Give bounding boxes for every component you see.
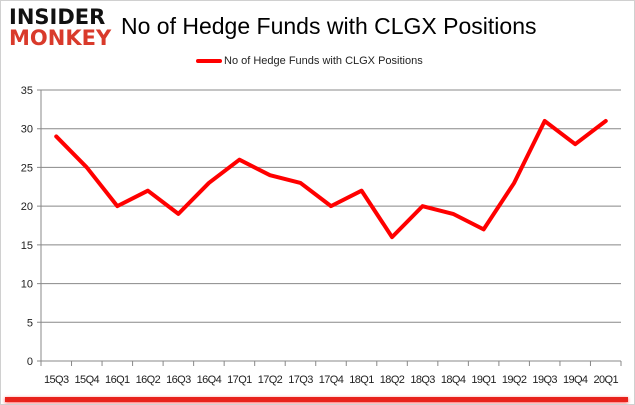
y-tick-label: 15 xyxy=(21,240,33,252)
x-tick-label: 17Q1 xyxy=(227,374,252,386)
x-tick-label: 16Q2 xyxy=(136,374,161,386)
x-tick-label: 19Q1 xyxy=(471,374,496,386)
y-tick-label: 0 xyxy=(27,356,33,368)
x-tick-label: 19Q3 xyxy=(532,374,557,386)
bottom-accent-bar xyxy=(5,397,628,402)
x-tick-label: 16Q3 xyxy=(166,374,191,386)
x-tick-label: 17Q4 xyxy=(319,374,344,386)
x-tick-label: 15Q4 xyxy=(75,374,100,386)
x-tick-label: 18Q2 xyxy=(380,374,405,386)
x-tick-label: 20Q1 xyxy=(593,374,618,386)
y-tick-label: 5 xyxy=(27,317,33,329)
insider-monkey-logo: INSIDER MONKEY xyxy=(9,7,111,49)
chart-title: No of Hedge Funds with CLGX Positions xyxy=(121,13,537,39)
x-tick-label: 15Q3 xyxy=(44,374,69,386)
y-tick-label: 25 xyxy=(21,162,33,174)
x-tick-label: 19Q2 xyxy=(502,374,527,386)
logo-line1: INSIDER xyxy=(9,5,106,29)
x-tick-label: 18Q3 xyxy=(410,374,435,386)
legend: No of Hedge Funds with CLGX Positions xyxy=(196,55,423,67)
x-tick-label: 19Q4 xyxy=(563,374,588,386)
x-tick-label: 18Q1 xyxy=(349,374,374,386)
series-line xyxy=(54,118,608,240)
y-tick-label: 20 xyxy=(21,201,33,213)
y-tick-label: 10 xyxy=(21,279,33,291)
x-tick-label: 18Q4 xyxy=(441,374,466,386)
legend-swatch xyxy=(196,59,222,63)
logo-line2: MONKEY xyxy=(9,26,112,50)
x-tick-label: 17Q3 xyxy=(288,374,313,386)
y-tick-label: 35 xyxy=(21,85,33,97)
y-tick-label: 30 xyxy=(21,124,33,136)
x-tick-label: 17Q2 xyxy=(258,374,283,386)
legend-label: No of Hedge Funds with CLGX Positions xyxy=(224,55,423,67)
x-tick-label: 16Q1 xyxy=(105,374,130,386)
x-tick-label: 16Q4 xyxy=(197,374,222,386)
